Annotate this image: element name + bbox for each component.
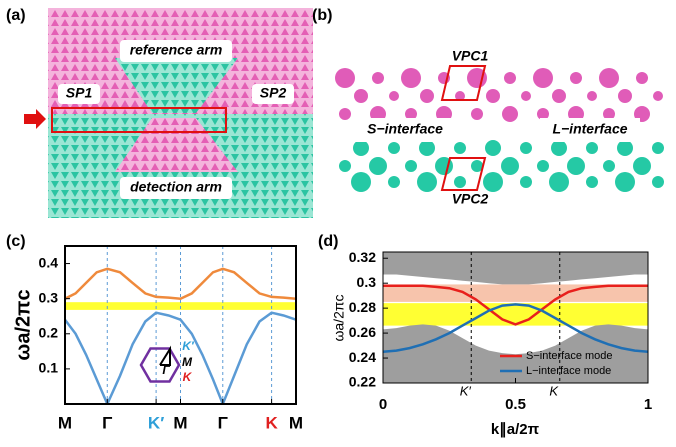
rod (369, 157, 387, 175)
y-tick-label: 0.1 (39, 360, 59, 376)
rod (587, 91, 597, 101)
y-tick-label: 0.3 (39, 289, 59, 305)
rod (405, 160, 417, 172)
rod (501, 157, 519, 175)
rod (483, 172, 503, 192)
rod (351, 172, 371, 192)
rod (520, 176, 532, 188)
y-tick-label: 0.2 (39, 324, 59, 340)
panel-label: (d) (318, 233, 338, 250)
sp2-label: SP2 (260, 85, 287, 101)
x-tick-label: M (289, 413, 303, 432)
rod (388, 176, 400, 188)
rod (454, 142, 466, 154)
y-tick-label: 0.22 (349, 374, 376, 390)
rod (586, 142, 598, 154)
detection-arm-label: detection arm (130, 179, 222, 195)
y-tick-label: 0.3 (357, 274, 377, 290)
vpc1-label: VPC1 (452, 48, 489, 64)
rod (617, 140, 633, 156)
x-tick-label: M (58, 413, 72, 432)
x-tick-label: 0 (379, 396, 387, 413)
inset-label: K′ (182, 339, 195, 353)
y-axis-label: ωa/2πc (12, 289, 34, 360)
legend-label: L−interface mode (526, 365, 611, 377)
rod (549, 172, 569, 192)
y-tick-label: 0.24 (349, 349, 376, 365)
rod (389, 91, 399, 101)
panel-a: reference arm detection arm SP1 SP2 (24, 8, 313, 218)
plot-area (65, 246, 296, 404)
rod (420, 89, 434, 103)
rod (599, 68, 619, 88)
rod (652, 142, 664, 154)
reference-arm-label: reference arm (130, 42, 223, 58)
rod (551, 140, 567, 156)
rod (636, 72, 648, 84)
rod (567, 157, 585, 175)
rod (586, 176, 598, 188)
marker-label: K′ (460, 383, 472, 398)
x-tick-label: Γ (218, 413, 228, 432)
rod (471, 108, 483, 120)
y-tick-label: 0.4 (39, 254, 59, 270)
gap-band (383, 303, 648, 325)
rod (401, 68, 421, 88)
y-tick-label: 0.32 (349, 249, 376, 265)
rod (652, 176, 664, 188)
y-axis-label: ωa/2πc (331, 294, 347, 341)
inset-label: K (183, 370, 193, 384)
vpc2-label: VPC2 (452, 191, 489, 207)
rod (372, 72, 384, 84)
rod (335, 68, 355, 88)
rod (485, 140, 501, 156)
s-interface-label: S−interface (367, 121, 443, 137)
y-tick-label: 0.26 (349, 324, 376, 340)
panel-label: (c) (6, 233, 26, 250)
rod (537, 160, 549, 172)
marker-label: K (549, 383, 559, 398)
rod (521, 91, 531, 101)
rod (454, 176, 466, 188)
rod (502, 106, 518, 122)
inset-label: M (182, 355, 193, 369)
bulk-region (383, 252, 648, 284)
x-tick-label: 1 (644, 396, 652, 413)
rod (615, 172, 635, 192)
sp1-label: SP1 (66, 85, 93, 101)
x-tick-label: K (265, 413, 278, 432)
rod (603, 160, 615, 172)
x-tick-label: K′ (148, 413, 164, 432)
x-tick-label: Γ (102, 413, 112, 432)
rod (533, 68, 553, 88)
arrow (24, 109, 46, 129)
panel-label: (b) (312, 7, 332, 24)
rod (354, 89, 368, 103)
rod (504, 72, 516, 84)
x-tick-label: 0.5 (505, 396, 526, 413)
plot-area (383, 252, 648, 383)
x-axis-label: k∥a/2π (491, 421, 540, 438)
legend-label: S−interface mode (526, 350, 613, 362)
rod (653, 91, 663, 101)
rod (353, 140, 369, 156)
rod (339, 160, 351, 172)
rod (388, 142, 400, 154)
rod (339, 108, 351, 120)
rod (570, 72, 582, 84)
gap-band (383, 284, 648, 301)
inset-label: Γ (162, 363, 170, 377)
x-tick-label: M (173, 413, 187, 432)
panel-label: (a) (6, 7, 26, 24)
rod (419, 140, 435, 156)
rod (417, 172, 437, 192)
rod (552, 89, 566, 103)
rod (486, 89, 500, 103)
rod (633, 157, 651, 175)
rod (520, 142, 532, 154)
figure: (a) (b) (c) (d) reference arm detection … (0, 0, 676, 442)
l-interface-label: L−interface (552, 121, 627, 137)
rod (618, 89, 632, 103)
y-tick-label: 0.28 (349, 299, 376, 315)
